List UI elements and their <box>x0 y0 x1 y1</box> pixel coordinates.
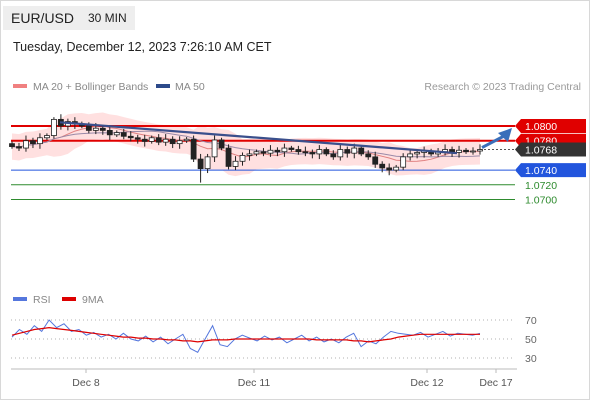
candle-body <box>337 149 344 158</box>
ma20-legend-label: MA 20 + Bollinger Bands <box>33 81 148 93</box>
candle-body <box>456 149 462 153</box>
candle-body <box>477 149 483 152</box>
x-tick-label: Dec 8 <box>72 377 100 389</box>
candle-body <box>162 138 169 143</box>
candle-body <box>267 149 274 154</box>
level-tag-1.0768 <box>515 142 586 157</box>
level-tag-1.0800 <box>515 119 586 133</box>
candle-body <box>106 130 113 136</box>
ma50-legend-swatch <box>156 84 170 88</box>
candle-body <box>309 152 316 155</box>
rsi-tick-30: 30 <box>525 353 537 365</box>
projection-arrow-head <box>498 128 512 142</box>
candle-body <box>379 163 386 169</box>
candle-body <box>113 132 120 136</box>
rsi-tick-50: 50 <box>525 334 537 346</box>
pair-label[interactable]: EUR/USD <box>3 6 83 30</box>
candle-body <box>470 150 476 153</box>
candle-body <box>51 118 57 136</box>
candle-body <box>204 156 211 170</box>
candle-body <box>365 153 372 158</box>
level-tag-1.0740 <box>515 163 586 178</box>
candle-body <box>23 140 29 149</box>
copyright-text: Research © 2023 Trading Central <box>424 81 581 93</box>
rsi9-legend-swatch <box>62 297 76 301</box>
rsi-panel: 70 50 30 <box>11 315 537 365</box>
level-label-1.0700: 1.0700 <box>525 195 557 207</box>
candle-body <box>127 135 134 139</box>
candle-body <box>274 149 281 153</box>
candle-body <box>218 139 225 149</box>
level-label-1.0800: 1.0800 <box>525 121 557 133</box>
candle-body <box>316 149 323 155</box>
candle-body <box>232 160 239 167</box>
candle-body <box>141 138 148 142</box>
candle-body <box>393 166 400 171</box>
candle-body <box>330 153 337 158</box>
candle-body <box>148 137 155 142</box>
candle-body <box>288 147 295 150</box>
candle-body <box>134 137 141 140</box>
candle-body <box>407 153 414 158</box>
level-label-1.0768: 1.0768 <box>525 145 557 157</box>
candle-body <box>400 156 407 168</box>
candle-body <box>155 137 162 143</box>
trendline-group <box>59 121 512 155</box>
candle-body <box>260 151 267 154</box>
x-axis: Dec 8 Dec 11 Dec 12 Dec 17 <box>72 369 513 389</box>
candle-body <box>9 143 15 147</box>
candle-body <box>372 156 379 165</box>
candle-body <box>44 135 50 139</box>
trendline <box>59 121 458 155</box>
candle-body <box>351 147 358 154</box>
candle-body <box>225 147 232 167</box>
candle-body <box>281 147 288 153</box>
x-tick-label: Dec 12 <box>410 377 443 389</box>
candle-body <box>295 149 302 153</box>
candle-body <box>176 140 183 145</box>
rsi-legend-label: RSI <box>33 294 51 306</box>
ma50-legend-label: MA 50 <box>175 81 205 93</box>
candle-body <box>92 127 99 131</box>
datetime-label: Tuesday, December 12, 2023 7:26:10 AM CE… <box>13 40 272 54</box>
rsi-legend-swatch <box>13 297 27 301</box>
ma20-legend-swatch <box>13 84 27 88</box>
rsi-tick-70: 70 <box>525 315 537 327</box>
candle-body <box>169 138 176 145</box>
candle-body <box>302 151 309 154</box>
candle-body <box>358 147 365 155</box>
candle-body <box>183 138 190 142</box>
candle-body <box>239 154 246 162</box>
candle-body <box>323 149 330 155</box>
candle-body <box>99 127 106 131</box>
rsi-line <box>11 319 481 353</box>
candles <box>9 114 483 183</box>
x-tick-label: Dec 11 <box>238 377 271 389</box>
candle-body <box>190 138 197 160</box>
candle-body <box>85 125 92 131</box>
candle-body <box>211 139 218 158</box>
projection-arrow-shaft <box>481 133 507 149</box>
x-tick-label: Dec 17 <box>479 377 512 389</box>
level-label-1.0740: 1.0740 <box>525 165 557 177</box>
candle-body <box>37 137 43 145</box>
rsi9-legend-label: 9MA <box>82 294 104 306</box>
candle-body <box>16 146 22 149</box>
candle-body <box>414 152 421 155</box>
candle-body <box>344 149 351 154</box>
candle-body <box>30 140 36 145</box>
candle-body <box>197 158 204 170</box>
candle-body <box>120 132 127 137</box>
level-label-1.0720: 1.0720 <box>525 180 557 192</box>
timeframe-label[interactable]: 30 MIN <box>80 6 135 30</box>
rsi9-line <box>11 326 480 343</box>
candle-body <box>386 167 393 171</box>
candle-body <box>463 149 469 153</box>
candle-body <box>253 151 260 155</box>
candle-body <box>246 153 253 156</box>
